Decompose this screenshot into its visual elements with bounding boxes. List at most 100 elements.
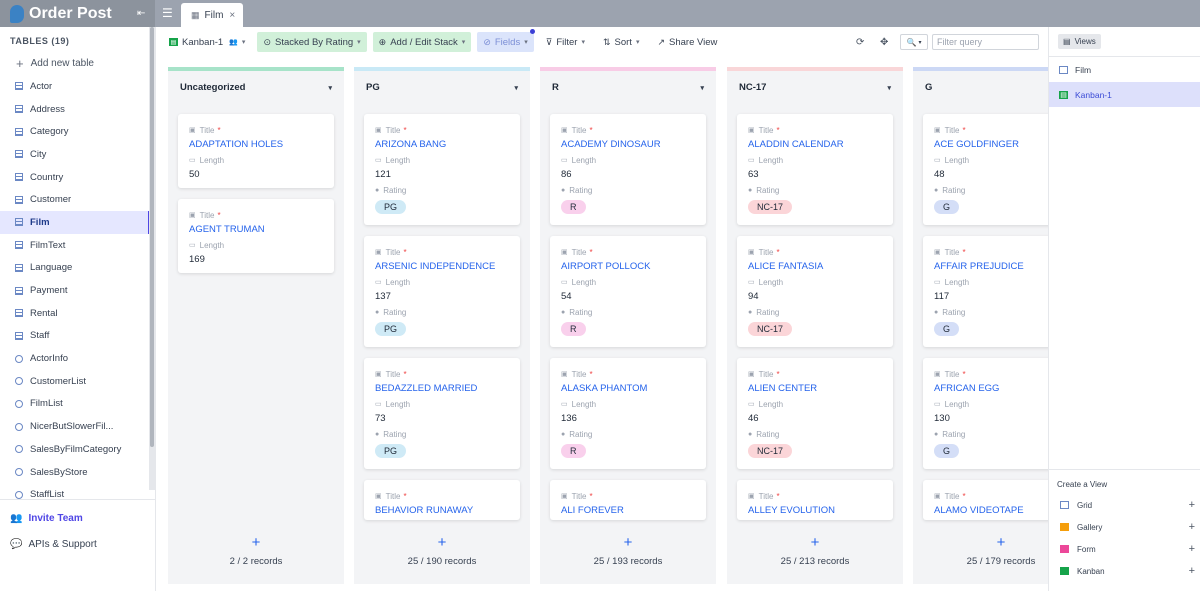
column-header[interactable]: R ▾ (540, 71, 716, 104)
kanban-card[interactable]: ▣ Title * AFFAIR PREJUDICE ▭ Length 117 ● Rating… (923, 236, 1048, 347)
card-title[interactable]: AGENT TRUMAN (189, 224, 265, 235)
create-view-form[interactable]: Form + (1049, 539, 1200, 559)
sidebar-item-filmlist[interactable]: FilmList (0, 393, 150, 416)
kanban-card[interactable]: ▣ Title * ARSENIC INDEPENDENCE ▭ Length 137 ● Ra… (364, 236, 520, 347)
create-view-grid[interactable]: Grid + (1049, 495, 1200, 515)
card-title[interactable]: AFRICAN EGG (934, 383, 1000, 394)
card-title[interactable]: ALADDIN CALENDAR (748, 139, 844, 150)
add-record-button[interactable]: + (437, 534, 447, 551)
add-edit-stack-button[interactable]: ⊕ Add / Edit Stack ▾ (372, 32, 472, 52)
card-title[interactable]: ACADEMY DINOSAUR (561, 139, 661, 150)
reload-icon[interactable]: ⟳ (856, 37, 865, 48)
sidebar-item-payment[interactable]: Payment (0, 279, 150, 302)
card-title[interactable]: BEHAVIOR RUNAWAY (375, 505, 474, 516)
sidebar-item-language[interactable]: Language (0, 257, 150, 280)
add-record-button[interactable]: + (623, 534, 633, 551)
sidebar-item-nicerbutslowerfil[interactable]: NicerButSlowerFil... (0, 415, 150, 438)
sidebar-item-customerlist[interactable]: CustomerList (0, 370, 150, 393)
sidebar-item-city[interactable]: City (0, 143, 150, 166)
card-title[interactable]: AIRPORT POLLOCK (561, 261, 651, 272)
card-title[interactable]: ACE GOLDFINGER (934, 139, 1019, 150)
kanban-card[interactable]: ▣ Title * ALADDIN CALENDAR ▭ Length 63 ● Rating N… (737, 114, 893, 225)
sidebar-item-category[interactable]: Category (0, 120, 150, 143)
sidebar-item-staff[interactable]: Staff (0, 325, 150, 348)
add-record-button[interactable]: + (810, 534, 820, 551)
card-title[interactable]: ALICE FANTASIA (748, 261, 824, 272)
kanban-card[interactable]: ▣ Title * ALAMO VIDEOTAPE (923, 480, 1048, 520)
kanban-card[interactable]: ▣ Title * ALICE FANTASIA ▭ Length 94 ● Rating NC-… (737, 236, 893, 347)
card-title[interactable]: ADAPTATION HOLES (189, 139, 284, 150)
view-switcher[interactable]: ▤ Kanban-1 👥 ▾ (163, 32, 251, 52)
kanban-card[interactable]: ▣ Title * ACADEMY DINOSAUR ▭ Length 86 ● Rating R (550, 114, 706, 225)
card-title[interactable]: AFFAIR PREJUDICE (934, 261, 1024, 272)
kanban-card[interactable]: ▣ Title * ALLEY EVOLUTION (737, 480, 893, 520)
sidebar-item-stafflist[interactable]: StaffList (0, 483, 150, 506)
view-item-kanban-1[interactable]: ▤ Kanban-1 (1049, 82, 1200, 107)
column-header[interactable]: NC-17 ▾ (727, 71, 903, 104)
views-toggle-button[interactable]: ▤ Views (1058, 34, 1101, 49)
sidebar-item-actorinfo[interactable]: ActorInfo (0, 347, 150, 370)
kanban-card[interactable]: ▣ Title * BEHAVIOR RUNAWAY (364, 480, 520, 520)
chevron-down-icon[interactable]: ▾ (328, 84, 332, 92)
fields-button[interactable]: ⊘ Fields ▾ (477, 29, 535, 52)
brand[interactable]: Order Post (0, 0, 155, 27)
add-table-button[interactable]: + Add new table (16, 56, 94, 71)
sort-button[interactable]: ⇅ Sort ▾ (597, 32, 646, 52)
sidebar-item-filmtext[interactable]: FilmText (0, 234, 150, 257)
plus-icon[interactable]: + (1188, 521, 1195, 533)
kanban-card[interactable]: ▣ Title * ALI FOREVER (550, 480, 706, 520)
sidebar-item-salesbyfilmcategory[interactable]: SalesByFilmCategory (0, 438, 150, 461)
sidebar-item-rental[interactable]: Rental (0, 302, 150, 325)
create-view-kanban[interactable]: Kanban + (1049, 561, 1200, 581)
card-title[interactable]: ALLEY EVOLUTION (748, 505, 835, 516)
kanban-card[interactable]: ▣ Title * ARIZONA BANG ▭ Length 121 ● Rating PG (364, 114, 520, 225)
card-title[interactable]: ALASKA PHANTOM (561, 383, 648, 394)
sidebar-item-address[interactable]: Address (0, 98, 150, 121)
card-title[interactable]: ALI FOREVER (561, 505, 624, 516)
column-header[interactable]: Uncategorized ▾ (168, 71, 344, 104)
filter-button[interactable]: ⊽ Filter ▾ (540, 32, 591, 52)
sidebar-item-salesbystore[interactable]: SalesByStore (0, 461, 150, 484)
plus-icon[interactable]: + (1188, 499, 1195, 511)
invite-team-button[interactable]: 👥 Invite Team (10, 513, 83, 524)
kanban-card[interactable]: ▣ Title * ADAPTATION HOLES ▭ Length 50 (178, 114, 334, 188)
sidebar-item-film[interactable]: Film (0, 211, 150, 234)
card-title[interactable]: ARSENIC INDEPENDENCE (375, 261, 496, 272)
kanban-card[interactable]: ▣ Title * ALIEN CENTER ▭ Length 46 ● Rating NC-17 (737, 358, 893, 469)
sidebar-item-customer[interactable]: Customer (0, 188, 150, 211)
kanban-card[interactable]: ▣ Title * ALASKA PHANTOM ▭ Length 136 ● Rating R (550, 358, 706, 469)
plus-icon[interactable]: + (1188, 565, 1195, 577)
expand-icon[interactable]: ✥ (880, 37, 889, 48)
kanban-card[interactable]: ▣ Title * ACE GOLDFINGER ▭ Length 48 ● Rating G (923, 114, 1048, 225)
sidebar-item-actor[interactable]: Actor (0, 75, 150, 98)
share-view-button[interactable]: ↗ Share View (651, 32, 723, 52)
search-field-select[interactable]: 🔍 ▾ (900, 34, 928, 50)
create-view-gallery[interactable]: Gallery + (1049, 517, 1200, 537)
tab-film[interactable]: ▦ Film × (181, 3, 243, 27)
card-title[interactable]: ARIZONA BANG (375, 139, 447, 150)
chevron-down-icon[interactable]: ▾ (514, 84, 518, 92)
kanban-card[interactable]: ▣ Title * AFRICAN EGG ▭ Length 130 ● Rating G (923, 358, 1048, 469)
plus-icon[interactable]: + (1188, 543, 1195, 555)
filter-query-input[interactable] (932, 34, 1039, 50)
card-title[interactable]: BEDAZZLED MARRIED (375, 383, 478, 394)
view-item-film[interactable]: Film (1049, 57, 1200, 82)
card-title[interactable]: ALIEN CENTER (748, 383, 818, 394)
kanban-card[interactable]: ▣ Title * AIRPORT POLLOCK ▭ Length 54 ● Rating R (550, 236, 706, 347)
add-record-button[interactable]: + (251, 534, 261, 551)
stacked-by-button[interactable]: ⊙ Stacked By Rating ▾ (257, 32, 367, 52)
chevron-down-icon[interactable]: ▾ (700, 84, 704, 92)
kanban-card[interactable]: ▣ Title * BEDAZZLED MARRIED ▭ Length 73 ● Rating… (364, 358, 520, 469)
kanban-card[interactable]: ▣ Title * AGENT TRUMAN ▭ Length 169 (178, 199, 334, 273)
add-record-button[interactable]: + (996, 534, 1006, 551)
sidebar-scrollbar[interactable] (149, 27, 155, 490)
chevron-down-icon[interactable]: ▾ (887, 84, 891, 92)
column-header[interactable]: PG ▾ (354, 71, 530, 104)
card-title[interactable]: ALAMO VIDEOTAPE (934, 505, 1024, 516)
close-icon[interactable]: × (229, 9, 236, 21)
scrollbar-thumb[interactable] (150, 27, 154, 447)
collapse-sidebar-icon[interactable]: ⇤ (137, 8, 146, 19)
menu-icon[interactable]: ☰ (162, 6, 173, 20)
sidebar-item-country[interactable]: Country (0, 166, 150, 189)
apis-support-button[interactable]: 💬 APIs & Support (10, 539, 97, 550)
